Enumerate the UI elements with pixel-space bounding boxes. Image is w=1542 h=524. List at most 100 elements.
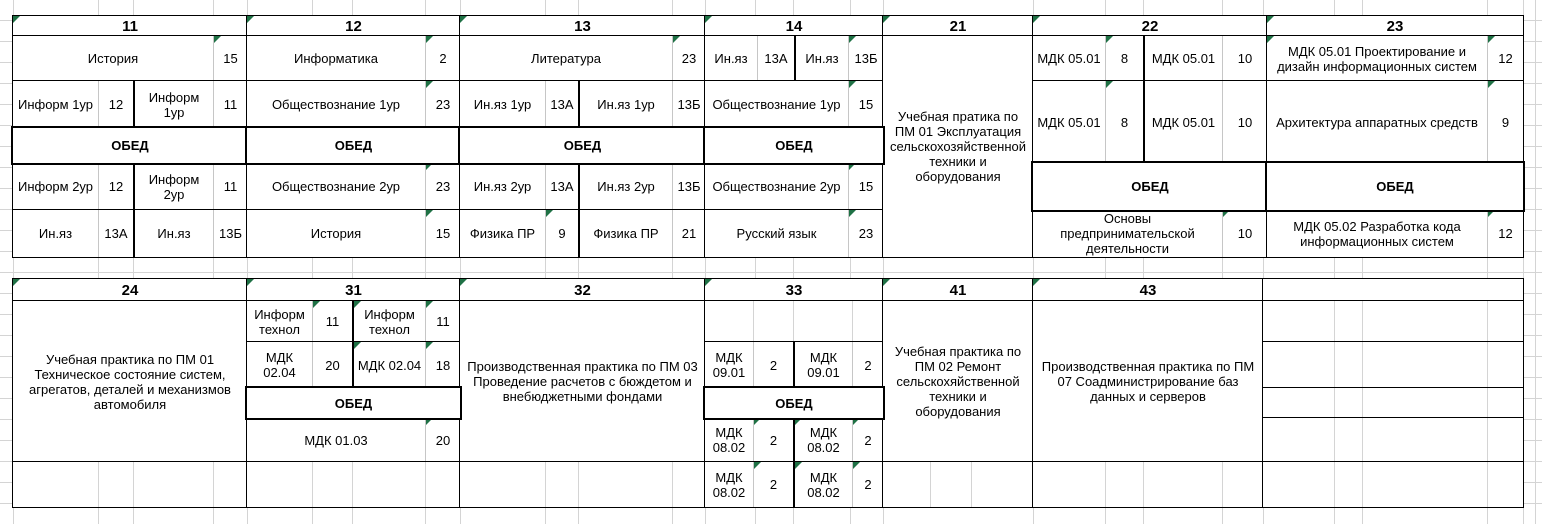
header-group-22[interactable]: 22 xyxy=(1033,16,1267,36)
error-flag-icon xyxy=(426,163,433,170)
lunch-cell-33[interactable]: ОБЕД xyxy=(705,388,883,418)
cell-41-practice[interactable]: Учебная практика по ПМ 02 Ремонт сельско… xyxy=(883,301,1033,462)
cell-31-lesson4[interactable]: МДК 01.03 20 xyxy=(247,418,460,462)
header-group-12[interactable]: 12 xyxy=(247,16,460,36)
header-empty[interactable] xyxy=(1263,279,1523,301)
subject: Ин.яз xyxy=(133,210,213,257)
header-group-32[interactable]: 32 xyxy=(460,279,705,301)
grid-column-lines xyxy=(13,0,14,524)
header-group-21[interactable]: 21 xyxy=(883,16,1033,36)
subject: МДК 09.01 xyxy=(712,350,746,380)
cell-gridline xyxy=(1487,418,1488,462)
cell-gridline xyxy=(852,301,853,342)
cell-12-lesson4[interactable]: Обществознание 2ур 23 xyxy=(247,163,460,210)
header-group-43[interactable]: 43 xyxy=(1033,279,1263,301)
cell-11-lesson4[interactable]: Информ 2ур 12 Информ 2ур 11 xyxy=(13,163,247,210)
cell-14-lesson1[interactable]: Ин.яз 13А Ин.яз 13Б xyxy=(705,36,883,81)
room: 20 xyxy=(425,418,460,462)
cell-33-empty-top[interactable] xyxy=(705,301,883,342)
header-group-14[interactable]: 14 xyxy=(705,16,883,36)
cell-gridline xyxy=(1334,388,1335,418)
cell-43-empty[interactable] xyxy=(1033,462,1263,507)
group-header-label: 12 xyxy=(345,17,362,35)
cell-33-lesson4[interactable]: МДК 08.02 2 МДК 08.02 2 xyxy=(705,418,883,462)
cell-22-lesson2[interactable]: МДК 05.01 8 МДК 05.01 10 xyxy=(1033,81,1267,163)
subject: Ин.яз 1ур xyxy=(578,81,672,128)
cell-22-lesson1[interactable]: МДК 05.01 8 МДК 05.01 10 xyxy=(1033,36,1267,81)
cell-23-lesson1[interactable]: МДК 05.01 Проектирование и дизайн информ… xyxy=(1267,36,1523,81)
group-header-label: 43 xyxy=(1139,281,1157,299)
cell-24-practice[interactable]: Учебная практика по ПМ 01 Техническое со… xyxy=(13,301,247,462)
room: 2 xyxy=(852,418,883,462)
room: 13Б xyxy=(672,163,705,210)
cell-22-lesson4[interactable]: Основы предпринимательской деятельности … xyxy=(1033,210,1267,257)
cell-31-lesson2[interactable]: МДК 02.04 20 МДК 02.04 18 xyxy=(247,342,460,388)
group-header-label: 13 xyxy=(574,17,591,35)
cell-14-lesson4[interactable]: Обществознание 2ур 15 xyxy=(705,163,883,210)
room: 23 xyxy=(848,210,883,257)
group-header-label: 23 xyxy=(1386,17,1404,35)
subject: Ин.яз xyxy=(38,226,73,241)
cell-13-lesson4[interactable]: Ин.яз 2ур 13А Ин.яз 2ур 13Б xyxy=(460,163,705,210)
lunch-cell-31[interactable]: ОБЕД xyxy=(247,388,460,418)
lunch-cell-14[interactable]: ОБЕД xyxy=(705,128,883,163)
cell-14-lesson2[interactable]: Обществознание 1ур 15 xyxy=(705,81,883,128)
error-flag-icon xyxy=(426,36,433,43)
extra-cell-r5[interactable] xyxy=(1263,462,1523,507)
cell-11-lesson5[interactable]: Ин.яз 13А Ин.яз 13Б xyxy=(13,210,247,257)
room: 13А xyxy=(545,81,578,128)
room: 12 xyxy=(1487,210,1523,257)
header-group-31[interactable]: 31 xyxy=(247,279,460,301)
cell-11-lesson2[interactable]: Информ 1ур 12 Информ 1ур 11 xyxy=(13,81,247,128)
cell-13-lesson1[interactable]: Литература 23 xyxy=(460,36,705,81)
cell-gridline xyxy=(1362,462,1363,507)
header-group-41[interactable]: 41 xyxy=(883,279,1033,301)
cell-31-empty[interactable] xyxy=(247,462,460,507)
error-flag-icon xyxy=(1488,210,1495,217)
cell-13-lesson2[interactable]: Ин.яз 1ур 13А Ин.яз 1ур 13Б xyxy=(460,81,705,128)
cell-24-empty[interactable] xyxy=(13,462,247,507)
cell-23-lesson4[interactable]: МДК 05.02 Разработка кода информационных… xyxy=(1267,210,1523,257)
error-flag-icon xyxy=(426,210,433,217)
lunch-cell-11[interactable]: ОБЕД xyxy=(13,128,247,163)
subject: МДК 02.04 xyxy=(263,350,296,380)
error-flag-icon xyxy=(849,81,856,88)
room: 8 xyxy=(1105,36,1143,81)
cell-gridline xyxy=(930,462,931,507)
header-group-11[interactable]: 11 xyxy=(13,16,247,36)
cell-gridline xyxy=(1487,342,1488,388)
cell-14-lesson5[interactable]: Русский язык 23 xyxy=(705,210,883,257)
cell-32-practice[interactable]: Производственная практика по ПМ 03 Прове… xyxy=(460,301,705,462)
cell-11-lesson1[interactable]: История 15 xyxy=(13,36,247,81)
cell-43-practice[interactable]: Производственная практика по ПМ 07 Соадм… xyxy=(1033,301,1263,462)
extra-cell-r1[interactable] xyxy=(1263,301,1523,342)
room: 2 xyxy=(425,36,460,81)
subject: Архитектура аппаратных средств xyxy=(1276,114,1478,130)
extra-cell-r4[interactable] xyxy=(1263,418,1523,462)
cell-21-practice[interactable]: Учебная пратика по ПМ 01 Эксплуатация се… xyxy=(883,36,1033,257)
room: 15 xyxy=(848,81,883,128)
header-group-13[interactable]: 13 xyxy=(460,16,705,36)
cell-12-lesson1[interactable]: Информатика 2 xyxy=(247,36,460,81)
header-group-24[interactable]: 24 xyxy=(13,279,247,301)
header-group-23[interactable]: 23 xyxy=(1267,16,1523,36)
extra-cell-r2[interactable] xyxy=(1263,342,1523,388)
cell-23-lesson2[interactable]: Архитектура аппаратных средств 9 xyxy=(1267,81,1523,163)
cell-33-lesson2[interactable]: МДК 09.01 2 МДК 09.01 2 xyxy=(705,342,883,388)
extra-cell-r3[interactable] xyxy=(1263,388,1523,418)
cell-33-lesson5[interactable]: МДК 08.02 2 МДК 08.02 2 xyxy=(705,462,883,507)
header-group-33[interactable]: 33 xyxy=(705,279,883,301)
cell-12-lesson5[interactable]: История 15 xyxy=(247,210,460,257)
lunch-cell-13[interactable]: ОБЕД xyxy=(460,128,705,163)
subject: История xyxy=(87,51,139,66)
lunch-cell-12[interactable]: ОБЕД xyxy=(247,128,460,163)
cell-41-empty[interactable] xyxy=(883,462,1033,507)
group-header-label: 11 xyxy=(122,17,138,35)
cell-31-lesson1[interactable]: Информ технол 11 Информ технол 11 xyxy=(247,301,460,342)
cell-32-empty[interactable] xyxy=(460,462,705,507)
cell-13-lesson5[interactable]: Физика ПР 9 Физика ПР 21 xyxy=(460,210,705,257)
cell-12-lesson2[interactable]: Обществознание 1ур 23 xyxy=(247,81,460,128)
lunch-cell-23[interactable]: ОБЕД xyxy=(1267,163,1523,210)
subject: Информ 2ур xyxy=(133,163,213,210)
lunch-cell-22[interactable]: ОБЕД xyxy=(1033,163,1267,210)
